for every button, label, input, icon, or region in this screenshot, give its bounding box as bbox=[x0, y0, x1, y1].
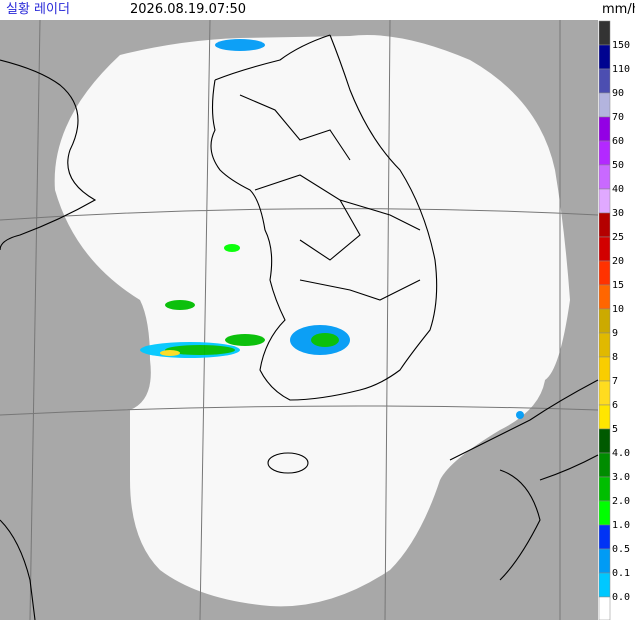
legend-label: 70 bbox=[612, 112, 624, 123]
legend-label: 15 bbox=[612, 280, 624, 291]
legend-label: 60 bbox=[612, 136, 624, 147]
legend-label: 8 bbox=[612, 352, 618, 363]
legend-swatch bbox=[598, 452, 611, 478]
legend-swatch bbox=[598, 20, 611, 46]
legend-label: 150 bbox=[612, 40, 630, 51]
legend-label: 20 bbox=[612, 256, 624, 267]
legend-swatch bbox=[598, 44, 611, 70]
legend-swatch bbox=[598, 428, 611, 454]
legend-label: 3.0 bbox=[612, 472, 630, 483]
timestamp: 2026.08.19.07:50 bbox=[130, 2, 246, 17]
legend-label: 30 bbox=[612, 208, 624, 219]
legend-label: 6 bbox=[612, 400, 618, 411]
legend-swatch bbox=[598, 404, 611, 430]
legend-swatch bbox=[598, 548, 611, 574]
legend-label: 0.1 bbox=[612, 568, 630, 579]
legend-swatch bbox=[598, 92, 611, 118]
legend-label: 90 bbox=[612, 88, 624, 99]
legend-label: 4.0 bbox=[612, 448, 630, 459]
radar-echoes bbox=[140, 39, 524, 419]
legend-swatch bbox=[598, 500, 611, 526]
legend-label: 50 bbox=[612, 160, 624, 171]
legend-swatch bbox=[598, 572, 611, 598]
legend-label: 25 bbox=[612, 232, 624, 243]
legend-label: 2.0 bbox=[612, 496, 630, 507]
legend-swatch bbox=[598, 596, 611, 620]
title: 실황 레이더 bbox=[6, 2, 70, 17]
legend-label: 7 bbox=[612, 376, 618, 387]
legend-swatch bbox=[598, 188, 611, 214]
legend-swatch bbox=[598, 380, 611, 406]
legend-label: 0.0 bbox=[612, 592, 630, 603]
legend: 150 110 90 70 60 50 40 30 25 20 15 10 9 8 7 6 5 4.0 3.0 2.0… bbox=[598, 20, 630, 620]
coastlines bbox=[0, 34, 599, 620]
legend-swatch bbox=[598, 116, 611, 142]
legend-swatch bbox=[598, 284, 611, 310]
legend-swatch bbox=[598, 356, 611, 382]
legend-swatch bbox=[598, 212, 611, 238]
legend-label: 110 bbox=[612, 64, 630, 75]
legend-swatch bbox=[598, 236, 611, 262]
unit: mm/h bbox=[602, 2, 635, 17]
map bbox=[0, 19, 599, 620]
radar-coverage bbox=[54, 35, 570, 607]
legend-swatch bbox=[598, 332, 611, 358]
legend-swatch bbox=[598, 164, 611, 190]
legend-label: 1.0 bbox=[612, 520, 630, 531]
graticule bbox=[0, 19, 599, 620]
legend-swatch bbox=[598, 68, 611, 94]
legend-label: 40 bbox=[612, 184, 624, 195]
legend-swatch bbox=[598, 140, 611, 166]
legend-swatch bbox=[598, 308, 611, 334]
legend-label: 10 bbox=[612, 304, 624, 315]
legend-swatch bbox=[598, 524, 611, 550]
legend-label: 0.5 bbox=[612, 544, 630, 555]
legend-label: 5 bbox=[612, 424, 618, 435]
legend-swatch bbox=[598, 476, 611, 502]
legend-label: 9 bbox=[612, 328, 618, 339]
legend-swatch bbox=[598, 260, 611, 286]
